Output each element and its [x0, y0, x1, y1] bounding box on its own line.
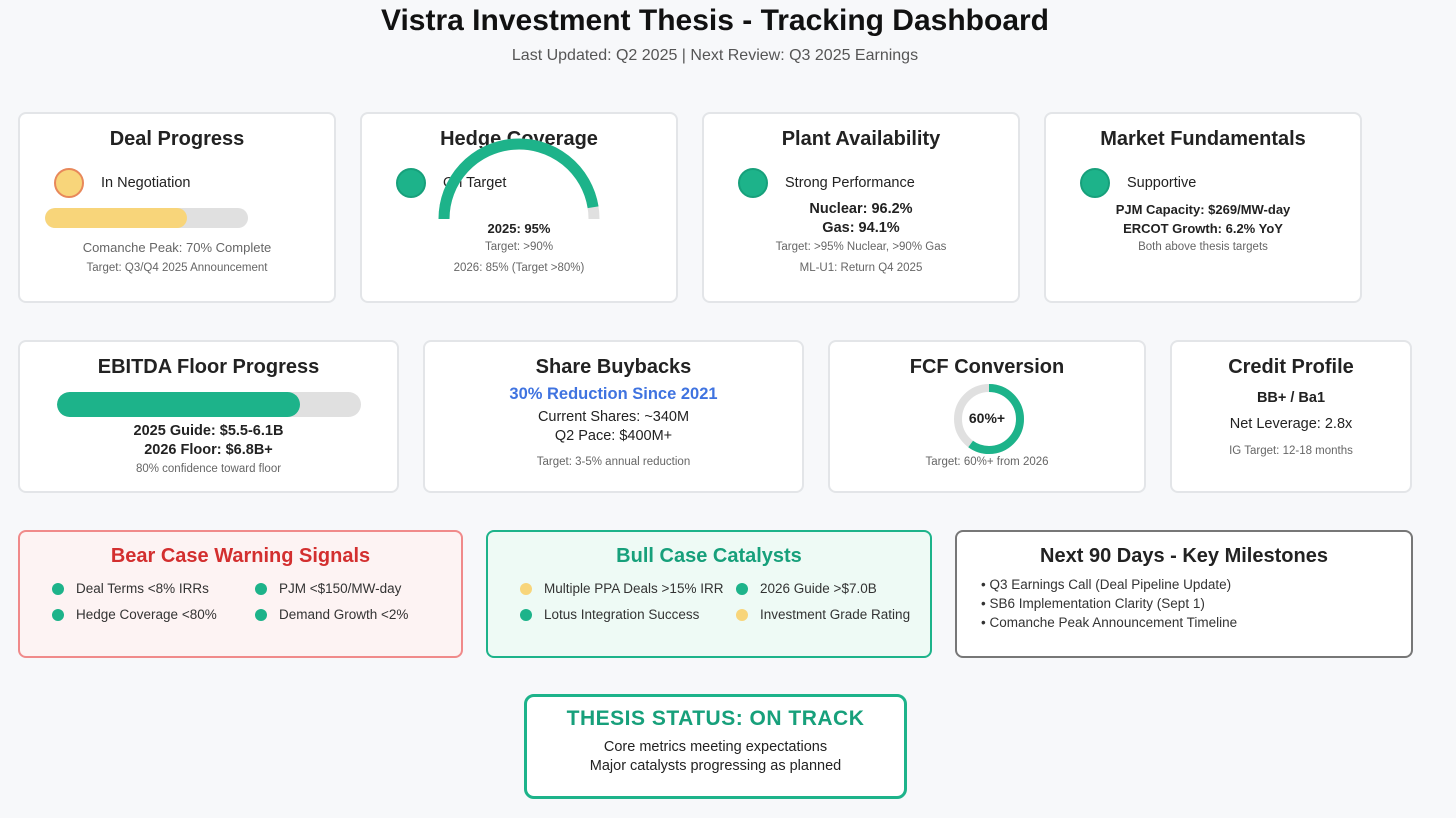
milestone-item: • SB6 Implementation Clarity (Sept 1): [981, 596, 1205, 611]
deal-target: Target: Q3/Q4 2025 Announcement: [86, 262, 268, 274]
signal-dot-icon: [52, 609, 64, 621]
hedge-coverage-card: Hedge Coverage On Target 2025: 95% Targe…: [360, 112, 678, 303]
ebitda-title: EBITDA Floor Progress: [97, 356, 320, 378]
plant-availability-card: Plant Availability Strong Performance Nu…: [702, 112, 1020, 303]
buybacks-line2: Q2 Pace: $400M+: [554, 428, 673, 444]
signal-dot-icon: [520, 609, 532, 621]
page-title: Vistra Investment Thesis - Tracking Dash…: [381, 4, 1049, 37]
market-status-label: Supportive: [1127, 175, 1197, 191]
hedge-line3: 2026: 85% (Target >80%): [453, 262, 585, 274]
thesis-status-card: THESIS STATUS: ON TRACK Core metrics mee…: [524, 694, 907, 799]
deal-detail: Comanche Peak: 70% Complete: [82, 240, 272, 255]
ebitda-line2: 2026 Floor: $6.8B+: [144, 442, 273, 458]
credit-leverage: Net Leverage: 2.8x: [1229, 416, 1353, 432]
milestone-item: • Q3 Earnings Call (Deal Pipeline Update…: [981, 577, 1232, 592]
deal-progress-bar: [45, 208, 248, 228]
buybacks-line1: Current Shares: ~340M: [537, 409, 690, 425]
fcf-ring-fill: [954, 384, 1024, 454]
market-fundamentals-card: Market Fundamentals Supportive PJM Capac…: [1044, 112, 1362, 303]
thesis-status-title: THESIS STATUS: ON TRACK: [566, 707, 865, 730]
bear-case-card: Bear Case Warning Signals Deal Terms <8%…: [18, 530, 463, 658]
market-line2: ERCOT Growth: 6.2% YoY: [1123, 221, 1283, 236]
ebitda-line1: 2025 Guide: $5.5-6.1B: [133, 423, 284, 439]
status-indicator-icon: [54, 168, 84, 198]
hedge-gauge-fill: [438, 138, 599, 220]
signal-dot-icon: [736, 609, 748, 621]
signal-dot-icon: [520, 583, 532, 595]
hedge-gauge-track: [438, 138, 600, 220]
fcf-note: Target: 60%+ from 2026: [925, 456, 1049, 468]
bear-signal: Hedge Coverage <80%: [52, 607, 217, 622]
signal-dot-icon: [52, 583, 64, 595]
fcf-card: FCF Conversion 60%+ Target: 60%+ from 20…: [828, 340, 1146, 493]
deal-progress-bar-fill: [45, 208, 188, 228]
deal-progress-card: Deal Progress In Negotiation Comanche Pe…: [18, 112, 336, 303]
market-note: Both above thesis targets: [1138, 241, 1268, 253]
thesis-status-line2: Major catalysts progressing as planned: [589, 758, 842, 774]
signal-dot-icon: [736, 583, 748, 595]
signal-dot-icon: [255, 583, 267, 595]
milestones-title: Next 90 Days - Key Milestones: [1040, 545, 1328, 567]
fcf-ring: [954, 384, 1024, 454]
deal-status-label: In Negotiation: [101, 175, 191, 191]
status-indicator-icon: [1080, 168, 1110, 198]
ebitda-note: 80% confidence toward floor: [135, 463, 282, 475]
credit-title: Credit Profile: [1228, 356, 1354, 378]
bear-case-title: Bear Case Warning Signals: [110, 545, 371, 567]
milestone-item: • Comanche Peak Announcement Timeline: [981, 615, 1238, 630]
page-subtitle: Last Updated: Q2 2025 | Next Review: Q3 …: [511, 47, 919, 64]
plant-nuclear: Nuclear: 96.2%: [809, 201, 913, 217]
bear-signal: Deal Terms <8% IRRs: [52, 581, 209, 596]
plant-availability-title: Plant Availability: [781, 128, 941, 150]
deal-progress-title: Deal Progress: [109, 128, 245, 150]
ebitda-progress-bar: [57, 392, 361, 417]
market-fundamentals-title: Market Fundamentals: [1100, 128, 1306, 150]
fcf-title: FCF Conversion: [909, 356, 1065, 378]
thesis-status-line1: Core metrics meeting expectations: [603, 739, 828, 755]
credit-note: IG Target: 12-18 months: [1229, 445, 1353, 457]
buybacks-note: Target: 3-5% annual reduction: [536, 456, 691, 468]
hedge-line2: Target: >90%: [484, 241, 554, 253]
buybacks-card: Share Buybacks 30% Reduction Since 2021 …: [423, 340, 804, 493]
plant-note: ML-U1: Return Q4 2025: [799, 262, 923, 274]
bear-signal: PJM <$150/MW-day: [255, 581, 401, 596]
bull-signal: Multiple PPA Deals >15% IRR: [520, 581, 723, 596]
bull-signal: Lotus Integration Success: [520, 607, 699, 622]
credit-card: Credit Profile BB+ / Ba1 Net Leverage: 2…: [1170, 340, 1412, 493]
plant-gas: Gas: 94.1%: [822, 220, 900, 236]
bull-signal: Investment Grade Rating: [736, 607, 910, 622]
bull-signal: 2026 Guide >$7.0B: [736, 581, 877, 596]
milestones-card: Next 90 Days - Key Milestones • Q3 Earni…: [955, 530, 1413, 658]
market-line1: PJM Capacity: $269/MW-day: [1115, 202, 1291, 217]
buybacks-title: Share Buybacks: [535, 356, 692, 378]
bear-signal: Demand Growth <2%: [255, 607, 408, 622]
signal-dot-icon: [255, 609, 267, 621]
status-indicator-icon: [396, 168, 426, 198]
bull-case-card: Bull Case Catalysts Multiple PPA Deals >…: [486, 530, 932, 658]
buybacks-highlight: 30% Reduction Since 2021: [509, 385, 718, 403]
plant-target: Target: >95% Nuclear, >90% Gas: [775, 241, 947, 253]
plant-status-label: Strong Performance: [785, 175, 915, 191]
hedge-line1: 2025: 95%: [487, 221, 551, 236]
hedge-gauge: [438, 138, 600, 220]
status-indicator-icon: [738, 168, 768, 198]
ebitda-progress-bar-fill: [57, 392, 301, 417]
credit-rating: BB+ / Ba1: [1256, 390, 1326, 406]
ebitda-card: EBITDA Floor Progress 2025 Guide: $5.5-6…: [18, 340, 399, 493]
bull-case-title: Bull Case Catalysts: [616, 545, 802, 567]
fcf-ring-label: 60%+: [968, 410, 1006, 426]
